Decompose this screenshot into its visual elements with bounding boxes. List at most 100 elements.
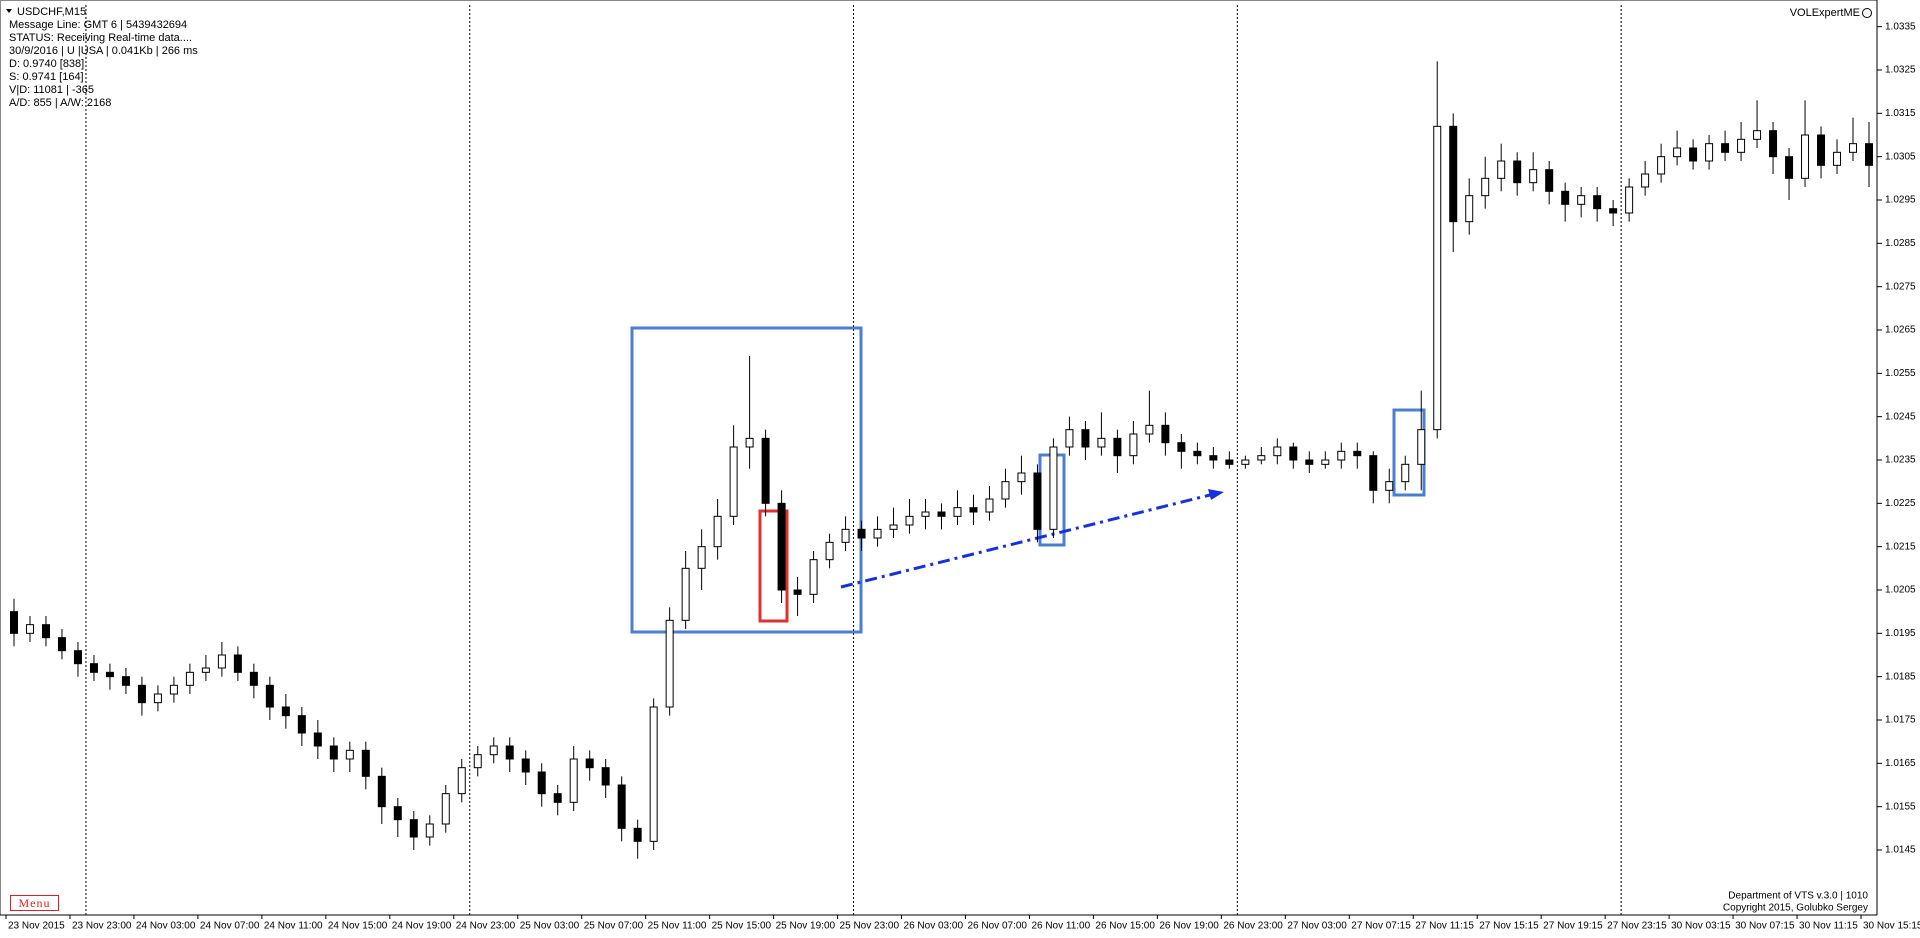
y-tick-label: 1.0325: [1885, 65, 1916, 76]
indicator-icon: [1862, 8, 1872, 18]
candle-body: [1209, 455, 1218, 461]
candle-body: [153, 693, 162, 704]
candle-body: [1305, 459, 1314, 465]
x-tick-label: 27 Nov 15:15: [1479, 921, 1539, 932]
candle-body: [1113, 437, 1122, 457]
y-tick-label: 1.0305: [1885, 151, 1916, 162]
candle-body: [121, 676, 130, 686]
candle-body: [697, 546, 706, 569]
candle-body: [329, 745, 338, 760]
candle-body: [809, 559, 818, 595]
y-tick-label: 1.0275: [1885, 281, 1916, 292]
candle-body: [1577, 195, 1586, 205]
candle-body: [761, 437, 770, 504]
candle-body: [25, 624, 34, 634]
x-tick-label: 25 Nov 15:00: [712, 921, 772, 932]
x-tick-label: 23 Nov 23:00: [72, 921, 132, 932]
x-tick-label: 25 Nov 11:00: [648, 921, 707, 932]
annotations: [630, 326, 1426, 634]
candle-body: [1145, 424, 1154, 435]
candle-body: [1737, 138, 1746, 153]
candle-body: [1081, 429, 1090, 448]
candle-body: [649, 706, 658, 842]
candle-body: [1609, 208, 1618, 214]
x-tick-label: 26 Nov 03:00: [904, 921, 964, 932]
info-line: S: 0.9741 [164]: [9, 71, 84, 83]
candle-body: [425, 823, 434, 838]
candle-body: [1049, 446, 1058, 530]
menu-button[interactable]: Menu: [10, 895, 59, 911]
candle-body: [841, 528, 850, 543]
x-tick-label: 26 Nov 15:00: [1095, 921, 1155, 932]
candle-body: [1593, 195, 1602, 210]
candle-body: [921, 511, 930, 517]
x-tick-label: 24 Nov 15:00: [328, 921, 388, 932]
y-tick-label: 1.0265: [1885, 325, 1916, 336]
info-line: 30/9/2016 | U |USA | 0.041Kb | 266 ms: [9, 45, 198, 57]
candle-body: [1545, 169, 1554, 192]
x-tick-label: 25 Nov 07:00: [584, 921, 644, 932]
candle-body: [377, 775, 386, 808]
x-tick-label: 23 Nov 2015: [8, 921, 65, 932]
y-tick-label: 1.0235: [1885, 455, 1916, 466]
x-tick-label: 25 Nov 19:00: [776, 921, 836, 932]
y-tick-label: 1.0165: [1885, 758, 1916, 769]
candle-body: [969, 507, 978, 513]
candle-body: [1353, 450, 1362, 457]
candle-body: [249, 671, 258, 686]
x-tick-label: 27 Nov 03:00: [1287, 921, 1347, 932]
candle-body: [1449, 125, 1458, 223]
candle-body: [1033, 472, 1042, 530]
candle-body: [1241, 459, 1250, 465]
candle-body: [1497, 160, 1506, 179]
candle-body: [633, 827, 642, 842]
candle-body: [1065, 429, 1074, 448]
candle-body: [1689, 147, 1698, 162]
candle-body: [1097, 437, 1106, 448]
candle-body: [361, 749, 370, 777]
candle-body: [1417, 429, 1426, 465]
candle-body: [105, 671, 114, 678]
candle-body: [1337, 450, 1346, 461]
info-line: V|D: 11081 | -365: [9, 84, 94, 96]
x-tick-label: 24 Nov 19:00: [392, 921, 452, 932]
candle-body: [1273, 446, 1282, 457]
x-tick-label: 26 Nov 07:00: [967, 921, 1027, 932]
candle-body: [1017, 472, 1026, 483]
candle-body: [1785, 156, 1794, 179]
candle-body: [1193, 450, 1202, 457]
candle-body: [297, 715, 306, 734]
info-line: A/D: 855 | A/W: 2168: [9, 97, 111, 109]
candle-body: [1561, 190, 1570, 205]
y-tick-label: 1.0205: [1885, 585, 1916, 596]
candle-body: [1849, 143, 1858, 153]
candle-body: [1657, 156, 1666, 175]
candle-body: [137, 684, 146, 704]
candle-body: [41, 624, 50, 639]
candle-body: [1465, 195, 1474, 223]
candle-body: [1529, 169, 1538, 184]
candle-body: [553, 793, 562, 803]
candle-body: [201, 667, 210, 673]
candle-body: [1321, 459, 1330, 465]
candle-body: [569, 758, 578, 803]
candle-body: [1177, 442, 1186, 452]
candle-body: [1625, 186, 1634, 214]
y-tick-label: 1.0225: [1885, 498, 1916, 509]
footer-line: Copyright 2015, Golubko Sergey: [1723, 903, 1868, 914]
candle-body: [57, 637, 66, 652]
x-tick-label: 26 Nov 19:00: [1159, 921, 1219, 932]
candle-body: [937, 511, 946, 517]
candle-body: [729, 446, 738, 517]
candle-body: [1833, 151, 1842, 166]
candle-body: [601, 767, 610, 786]
x-tick-label: 27 Nov 19:15: [1543, 921, 1603, 932]
candle-body: [505, 745, 514, 760]
x-tick-label: 27 Nov 23:15: [1607, 921, 1667, 932]
y-tick-label: 1.0285: [1885, 238, 1916, 249]
candle-body: [233, 654, 242, 673]
candle-body: [393, 806, 402, 821]
x-tick-label: 25 Nov 23:00: [840, 921, 900, 932]
x-tick-label: 24 Nov 23:00: [456, 921, 516, 932]
